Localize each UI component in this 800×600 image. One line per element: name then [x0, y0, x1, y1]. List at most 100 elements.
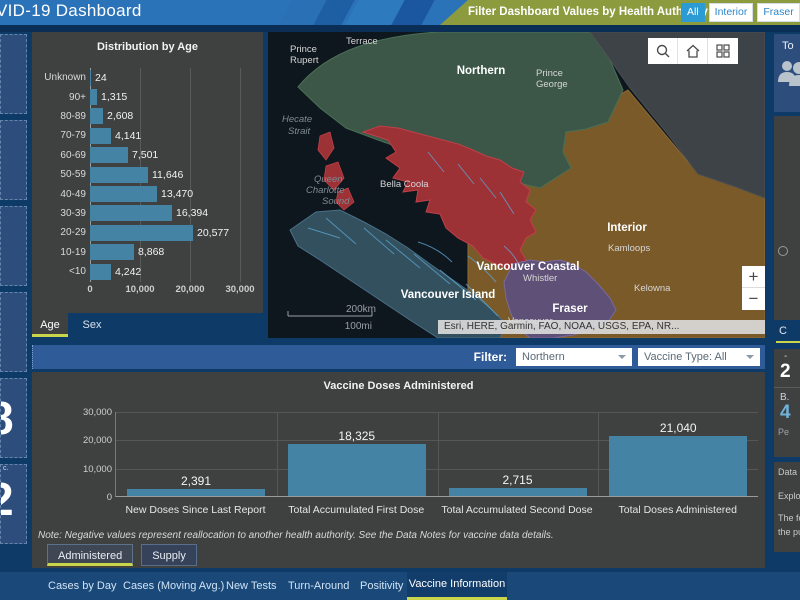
basemap-grid-icon	[716, 44, 730, 58]
age-bar[interactable]	[90, 224, 193, 241]
vaccine-bar-value: 2,391	[180, 474, 212, 488]
age-chart-row: Unknown 24	[32, 68, 263, 87]
age-bar-zone: 2,608	[90, 108, 263, 125]
age-category-label: 90+	[69, 91, 86, 103]
tab-cases-by-day[interactable]: Cases by Day	[48, 580, 117, 592]
age-bar-zone: 24	[90, 69, 263, 86]
vaccine-y-tick: 10,000	[82, 463, 112, 475]
age-category-label: 50-59	[60, 169, 86, 181]
tab-administered[interactable]: Administered	[47, 544, 134, 566]
map-red-island	[323, 161, 345, 191]
people-icon	[778, 61, 800, 86]
vaccine-y-tick: 30,000	[82, 407, 112, 418]
age-chart-title: Distribution by Age	[96, 41, 199, 53]
map-label-bella-coola: Bella Coola	[380, 179, 429, 190]
authority-button-interior[interactable]: Interior	[708, 3, 754, 22]
map-canvas[interactable]: Terrace Prince Rupert Northern Prince Geor…	[268, 32, 765, 338]
zoom-out-button[interactable]: −	[748, 289, 759, 308]
age-bar-value: 16,394	[176, 207, 209, 220]
age-distribution-panel: Distribution by Age Unknown 24 90+ 1,315 80-…	[32, 32, 263, 313]
age-chart-row: 70-79 4,141	[32, 126, 263, 145]
tab-cases-moving-avg-[interactable]: Cases (Moving Avg.)	[123, 580, 225, 592]
data-notes-text-fragment: The fo	[778, 513, 800, 523]
age-bar-zone: 8,868	[90, 244, 263, 261]
data-notes-text-fragment: Data n	[778, 467, 800, 477]
map-basemap-button[interactable]	[708, 38, 738, 64]
age-bar-value: 2,608	[107, 110, 134, 123]
map-search-button[interactable]	[648, 38, 678, 64]
authority-button-all[interactable]: All	[681, 3, 705, 22]
vaccine-bar[interactable]	[287, 444, 426, 496]
map-label-fraser: Fraser	[552, 303, 588, 315]
age-bar[interactable]	[90, 244, 134, 261]
vaccine-bar[interactable]	[448, 488, 587, 496]
age-bar-zone: 16,394	[90, 205, 263, 222]
age-category-label: <10	[69, 266, 86, 278]
right-data-notes-panel: Data n Explor The fo the pu	[774, 462, 800, 552]
left-edge-stat-digit: 8	[1, 395, 26, 441]
tab-sex[interactable]: Sex	[82, 319, 102, 331]
map-region-other-land	[589, 32, 765, 199]
map-home-button[interactable]	[678, 38, 708, 64]
map-region-vancouver-coastal[interactable]	[361, 125, 537, 271]
header-substrip	[0, 25, 800, 32]
stat-value-2: 4	[780, 401, 791, 423]
age-bar-zone: 13,470	[90, 186, 263, 203]
vaccine-doses-panel: Vaccine Doses Administered 2,391 18,325 2,…	[32, 372, 765, 568]
vaccine-gridline	[116, 440, 758, 441]
stat-dash: -	[784, 351, 788, 362]
age-bar[interactable]	[90, 69, 91, 86]
tab-turn-around[interactable]: Turn-Around	[288, 580, 350, 592]
map-red-island	[335, 187, 355, 211]
authority-dropdown[interactable]: Northern	[516, 348, 632, 366]
age-bar-value: 11,646	[152, 168, 184, 181]
age-category-label: 40-49	[60, 188, 86, 200]
vaccine-bar[interactable]	[609, 436, 748, 496]
authority-button-fraser[interactable]: Fraser	[757, 3, 800, 22]
map-toolbar	[648, 38, 738, 64]
age-bar-value: 20,577	[197, 226, 230, 239]
age-bar-zone: 11,646	[90, 166, 263, 183]
age-bar[interactable]	[90, 205, 172, 222]
map-label-prince-george: Prince George	[536, 68, 568, 90]
map-red-island	[317, 131, 335, 161]
age-bar-value: 8,868	[138, 246, 165, 259]
age-bar-chart: Unknown 24 90+ 1,315 80-89 2,608 70-79 4,141 60-…	[32, 68, 263, 282]
tab-supply[interactable]: Supply	[141, 544, 197, 566]
zoom-in-button[interactable]: +	[742, 266, 765, 288]
right-tab[interactable]: C	[779, 325, 787, 337]
age-bar-value: 7,501	[132, 149, 159, 162]
gauge-fragment-icon	[778, 246, 788, 256]
age-chart-row: <10 4,242	[32, 262, 263, 281]
right-card-label: To	[782, 40, 794, 52]
tab-vaccine-information[interactable]: Vaccine Information	[407, 572, 507, 600]
tab-age[interactable]: Age	[32, 313, 68, 337]
age-bar[interactable]	[90, 186, 157, 203]
bc-health-authority-map: Terrace Prince Rupert Northern Prince Geor…	[268, 32, 765, 338]
age-chart-row: 30-39 16,394	[32, 204, 263, 223]
age-bar[interactable]	[90, 127, 111, 144]
left-edge-card	[0, 292, 27, 372]
age-chart-row: 90+ 1,315	[32, 87, 263, 106]
home-icon	[686, 44, 699, 58]
age-bar[interactable]	[90, 89, 97, 106]
tab-positivity[interactable]: Positivity	[360, 580, 404, 592]
vaccine-gridline	[116, 469, 758, 470]
age-bar[interactable]	[90, 108, 103, 125]
age-bar[interactable]	[90, 263, 111, 280]
left-edge-stat-digit: 2	[1, 476, 26, 522]
map-scalebar	[287, 311, 373, 317]
left-edge-card	[0, 120, 27, 200]
age-x-tick: 10,000	[125, 284, 155, 295]
age-x-tick: 30,000	[225, 284, 255, 295]
age-chart-row: 80-89 2,608	[32, 107, 263, 126]
filter-label: Filter:	[473, 350, 507, 364]
vaccine-bar[interactable]	[127, 489, 265, 496]
tab-new-tests[interactable]: New Tests	[226, 580, 277, 592]
vaccine-type-dropdown[interactable]: Vaccine Type: All	[638, 348, 760, 366]
age-bar[interactable]	[90, 166, 148, 183]
right-stat-card-total: To	[774, 34, 800, 112]
age-bar-value: 13,470	[161, 188, 194, 201]
age-bar[interactable]	[90, 147, 128, 164]
vaccine-category-label: Total Doses Administered	[618, 504, 737, 516]
